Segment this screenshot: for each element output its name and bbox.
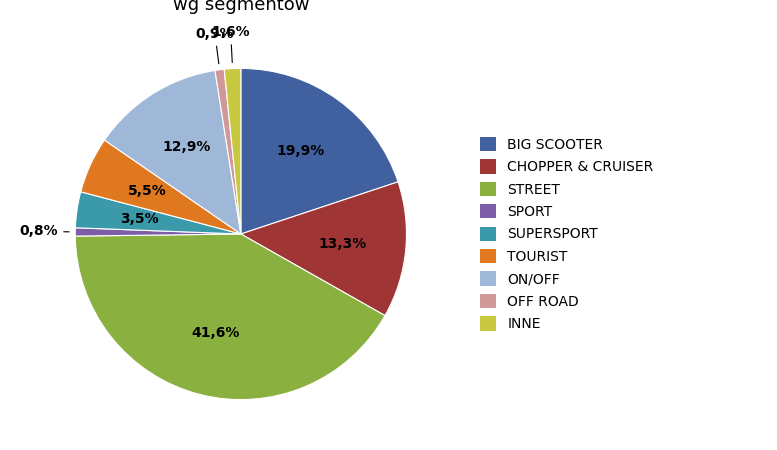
Wedge shape bbox=[241, 68, 398, 234]
Text: 3,5%: 3,5% bbox=[120, 212, 159, 226]
Text: 0,8%: 0,8% bbox=[19, 225, 69, 239]
Wedge shape bbox=[75, 234, 385, 400]
Wedge shape bbox=[215, 69, 241, 234]
Text: 13,3%: 13,3% bbox=[319, 237, 368, 251]
Title: Pierwsze rejestracje nowych motocykli sty-mar 2016
wg segmentów: Pierwsze rejestracje nowych motocykli st… bbox=[4, 0, 478, 14]
Text: 41,6%: 41,6% bbox=[191, 326, 239, 341]
Text: 0,9%: 0,9% bbox=[196, 27, 234, 64]
Wedge shape bbox=[75, 228, 241, 236]
Wedge shape bbox=[225, 68, 241, 234]
Text: 5,5%: 5,5% bbox=[128, 184, 167, 198]
Text: 1,6%: 1,6% bbox=[211, 25, 250, 63]
Wedge shape bbox=[75, 192, 241, 234]
Legend: BIG SCOOTER, CHOPPER & CRUISER, STREET, SPORT, SUPERSPORT, TOURIST, ON/OFF, OFF : BIG SCOOTER, CHOPPER & CRUISER, STREET, … bbox=[476, 133, 658, 335]
Wedge shape bbox=[81, 140, 241, 234]
Wedge shape bbox=[104, 71, 241, 234]
Text: 19,9%: 19,9% bbox=[277, 144, 325, 158]
Text: 12,9%: 12,9% bbox=[162, 140, 211, 154]
Wedge shape bbox=[241, 182, 406, 315]
